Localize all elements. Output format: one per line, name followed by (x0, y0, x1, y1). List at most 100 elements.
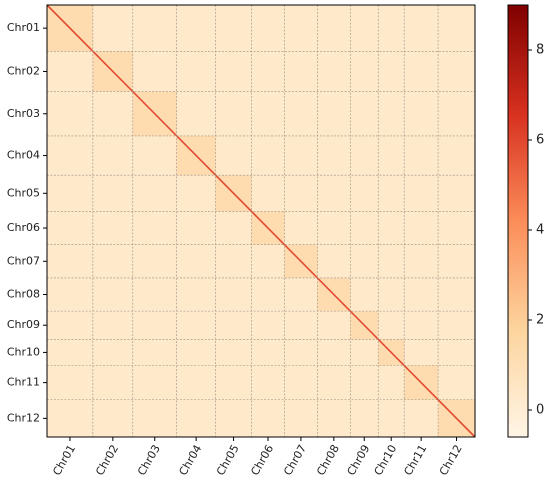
y-tick-label: Chr05 (7, 186, 40, 199)
cell (47, 91, 94, 137)
colorbar-tick-label: 6 (536, 133, 544, 148)
cell (132, 211, 177, 245)
cell (350, 211, 379, 245)
cell (404, 175, 439, 212)
cell (404, 277, 439, 312)
cell (47, 175, 94, 212)
y-tick-label: Chr10 (7, 345, 40, 358)
cell (251, 339, 285, 366)
cell (251, 277, 285, 312)
cell (284, 311, 318, 340)
cell (350, 244, 379, 279)
cell (317, 135, 351, 176)
cell (378, 399, 405, 438)
cell (404, 135, 439, 176)
cell (251, 135, 285, 176)
cell (378, 311, 405, 340)
cell (378, 5, 405, 52)
cell (176, 277, 216, 312)
cell (404, 91, 439, 137)
cell (176, 244, 216, 279)
cell (378, 277, 405, 312)
cell (350, 135, 379, 176)
cell (317, 365, 351, 401)
cell (404, 339, 439, 366)
cell (215, 135, 252, 176)
cell (350, 175, 379, 212)
cell (438, 311, 476, 340)
cell (317, 244, 351, 279)
cell (176, 311, 216, 340)
y-tick-label: Chr07 (7, 254, 40, 267)
colorbar-tick-label: 2 (536, 313, 544, 328)
cell (438, 5, 476, 52)
cell (215, 399, 252, 438)
cell (215, 365, 252, 401)
cell (132, 311, 177, 340)
cell (404, 311, 439, 340)
cell (215, 277, 252, 312)
cell (92, 211, 134, 245)
y-tick-label: Chr02 (7, 64, 40, 77)
cell (350, 339, 379, 366)
cell (47, 399, 94, 438)
cell (438, 277, 476, 312)
cell (284, 91, 318, 137)
cell (438, 211, 476, 245)
cell (438, 175, 476, 212)
cell (438, 91, 476, 137)
x-tick-label: Chr05 (214, 442, 242, 477)
cell (251, 5, 285, 52)
cell (47, 311, 94, 340)
cell (215, 311, 252, 340)
y-tick-label: Chr12 (7, 411, 40, 424)
cell (284, 5, 318, 52)
cell (378, 175, 405, 212)
cell (284, 399, 318, 438)
cell (92, 91, 134, 137)
cell (284, 51, 318, 92)
cell (92, 5, 134, 52)
colorbar-tick-label: 4 (536, 223, 544, 238)
cell (132, 365, 177, 401)
cell (251, 91, 285, 137)
cell (438, 51, 476, 92)
cell (132, 244, 177, 279)
cell (350, 399, 379, 438)
cell (47, 244, 94, 279)
cell (47, 339, 94, 366)
cell (284, 175, 318, 212)
x-tick-label: Chr08 (314, 442, 342, 477)
cell (317, 399, 351, 438)
cell (215, 244, 252, 279)
cell (317, 5, 351, 52)
cell (176, 399, 216, 438)
cell (132, 175, 177, 212)
cell (317, 51, 351, 92)
cell (317, 311, 351, 340)
heatmap (47, 5, 476, 438)
cell (251, 51, 285, 92)
cell (132, 339, 177, 366)
cell (176, 365, 216, 401)
cell (132, 5, 177, 52)
cell (378, 135, 405, 176)
x-tick-label: Chr03 (135, 442, 163, 477)
cell (47, 277, 94, 312)
cell (350, 91, 379, 137)
cell (438, 135, 476, 176)
cell (378, 91, 405, 137)
cell (215, 5, 252, 52)
cell (350, 277, 379, 312)
cell (132, 277, 177, 312)
cell (92, 339, 134, 366)
cell (132, 399, 177, 438)
x-tick-label: Chr06 (248, 442, 276, 477)
cell (350, 51, 379, 92)
x-tick-label: Chr02 (93, 443, 121, 478)
x-tick-label: Chr01 (50, 443, 78, 478)
cell (317, 175, 351, 212)
cell (92, 135, 134, 176)
cell (176, 211, 216, 245)
